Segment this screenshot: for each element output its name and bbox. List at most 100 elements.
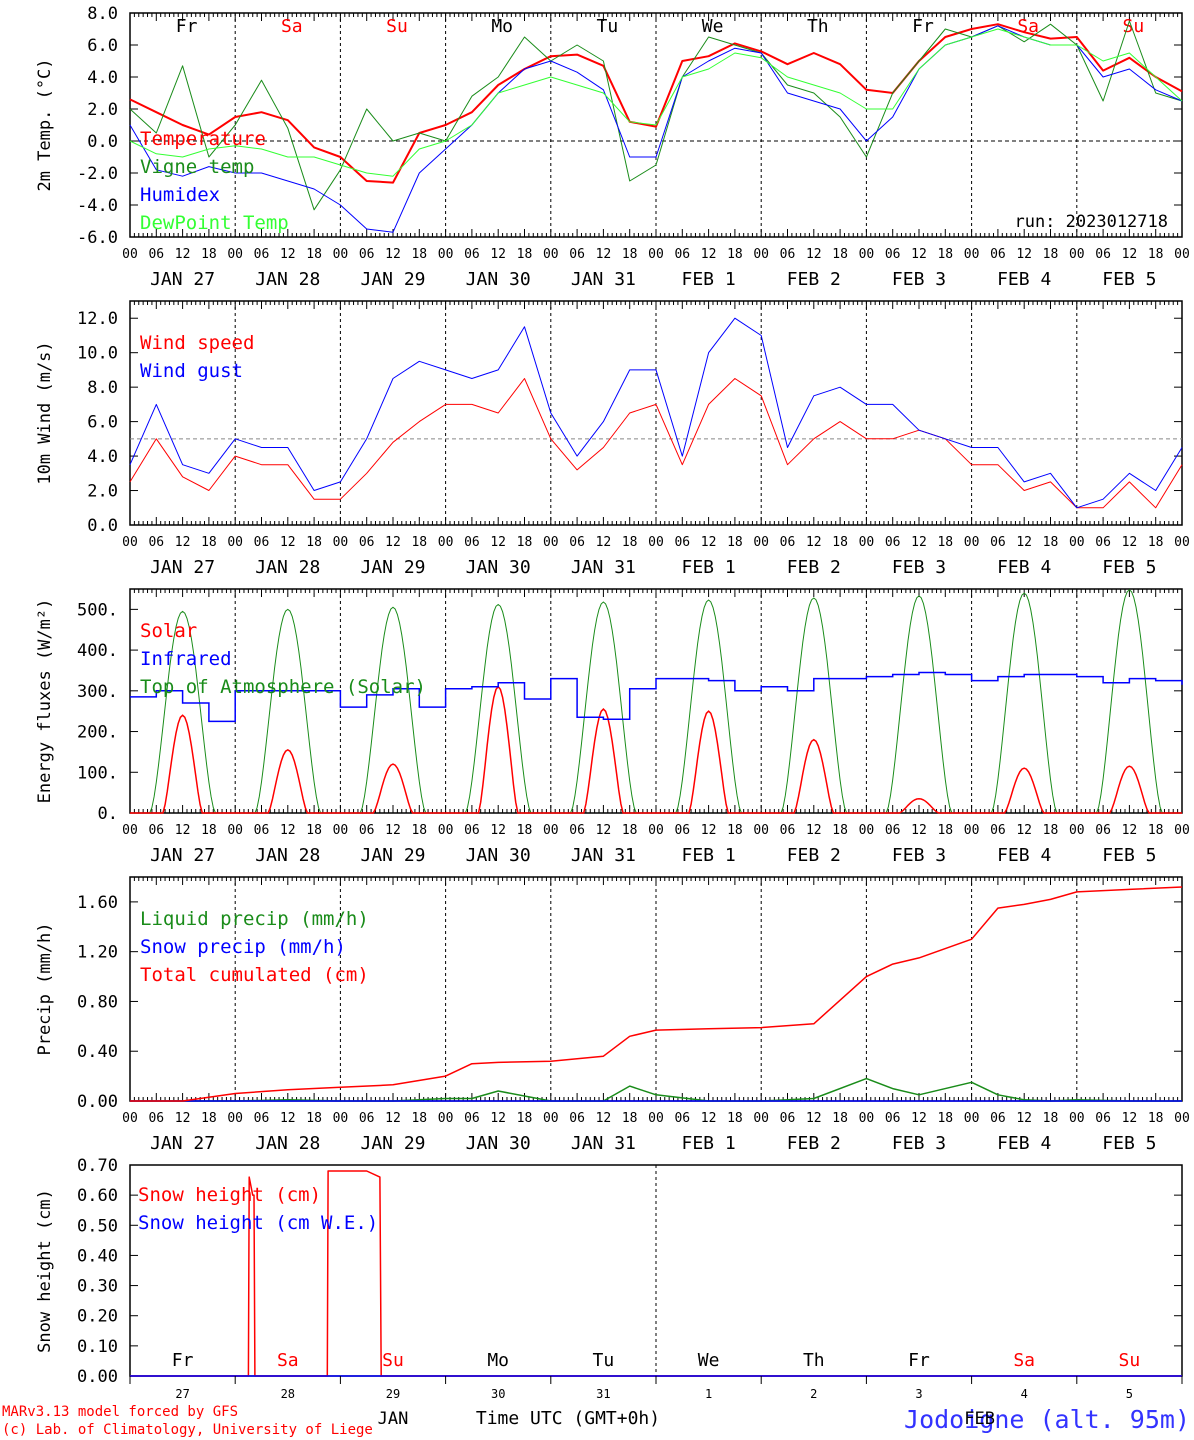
series-toa-line [1076,589,1182,814]
y-tick-label: 0. [98,804,118,824]
hour-label: 00 [1069,535,1085,550]
hour-label: 18 [306,823,322,838]
weekday-label: Sa [1013,1350,1035,1371]
day-label: FEB 2 [787,1133,841,1154]
y-tick-label: 0.50 [77,1216,118,1236]
y-tick-label: 4.0 [87,68,118,88]
hour-label: 18 [201,535,217,550]
hour-label: 18 [1043,1111,1059,1126]
hour-label: 00 [438,535,454,550]
hour-label: 06 [148,1111,164,1126]
plot-frame-energy [129,588,1183,814]
y-tick-label: 400. [77,641,118,661]
hour-label: 12 [911,535,927,550]
y-tick-label: 1.60 [77,893,118,913]
day-label: FEB 3 [892,1133,946,1154]
hour-label: 18 [517,535,533,550]
day-label: JAN 30 [466,1133,531,1154]
hour-label: 18 [201,823,217,838]
legend-entry: DewPoint Temp [140,212,289,234]
hour-label: 00 [648,247,664,262]
hour-label: 18 [1148,535,1164,550]
weekday-label: Sa [277,1350,299,1371]
hour-label: 12 [385,1111,401,1126]
legend-entry: Humidex [140,184,220,206]
hour-label: 18 [1148,1111,1164,1126]
hour-label: 06 [464,247,480,262]
day-number-label: 5 [1126,1387,1133,1401]
y-tick-label: 1.20 [77,943,118,963]
hour-label: 06 [990,247,1006,262]
hour-label: 18 [622,823,638,838]
hour-label: 00 [333,535,349,550]
hour-label: 18 [937,247,953,262]
day-label: FEB 1 [682,557,736,578]
hour-label: 00 [753,247,769,262]
hour-label: 00 [227,1111,243,1126]
hour-label: 00 [227,535,243,550]
hour-label: 12 [490,1111,506,1126]
hour-label: 18 [1148,247,1164,262]
day-label: FEB 4 [997,557,1051,578]
hour-label: 06 [148,247,164,262]
day-label: JAN 31 [571,269,636,290]
day-label: FEB 5 [1102,1133,1156,1154]
hour-label: 00 [859,535,875,550]
weekday-label: Th [807,16,829,37]
weekday-label: Mo [487,1350,509,1371]
y-tick-label: 0.00 [77,1092,118,1112]
day-label: JAN 28 [255,845,320,866]
day-label: FEB 5 [1102,557,1156,578]
hour-label: 12 [175,823,191,838]
hour-label: 06 [990,1111,1006,1126]
hour-label: 00 [648,823,664,838]
day-label: FEB 2 [787,269,841,290]
day-label: JAN 29 [360,1133,425,1154]
series-toa-line [866,595,972,814]
weekday-label: Su [386,16,408,37]
credit-line-2: (c) Lab. of Climatology, University of L… [2,1422,373,1438]
hour-label: 12 [490,823,506,838]
ylabel-energy: Energy fluxes (W/m²) [35,599,55,804]
hour-label: 00 [543,247,559,262]
y-tick-label: 300. [77,682,118,702]
weekday-label: Su [1123,16,1145,37]
y-tick-label: 2.0 [87,100,118,120]
hour-label: 12 [385,823,401,838]
y-tick-label: 0.0 [87,132,118,152]
hour-label: 00 [438,1111,454,1126]
hour-label: 12 [490,247,506,262]
y-tick-label: 0.00 [77,1367,118,1387]
hour-label: 12 [1016,1111,1032,1126]
hour-label: 12 [911,247,927,262]
weekday-label: Th [803,1350,825,1371]
hour-label: 18 [727,247,743,262]
hour-label: 18 [937,535,953,550]
hour-label: 18 [517,823,533,838]
day-label: FEB 2 [787,845,841,866]
weekday-label: We [702,16,724,37]
hour-label: 18 [832,247,848,262]
hour-label: 12 [1122,1111,1138,1126]
y-tick-label: 6.0 [87,413,118,433]
y-tick-label: 2.0 [87,482,118,502]
hour-label: 00 [1069,247,1085,262]
hour-label: 00 [964,535,980,550]
series-solar-line [1076,765,1182,814]
hour-label: 06 [780,535,796,550]
hour-label: 12 [911,1111,927,1126]
hour-label: 06 [885,535,901,550]
hour-label: 18 [727,823,743,838]
hour-label: 06 [359,823,375,838]
day-label: JAN 30 [466,557,531,578]
hour-label: 18 [517,1111,533,1126]
hour-label: 12 [280,1111,296,1126]
hour-label: 06 [359,1111,375,1126]
hour-label: 00 [227,823,243,838]
day-label: JAN 30 [466,845,531,866]
hour-label: 12 [701,535,717,550]
hour-label: 12 [701,823,717,838]
hour-label: 06 [990,823,1006,838]
legend-entry: Vigne temp [140,156,254,178]
